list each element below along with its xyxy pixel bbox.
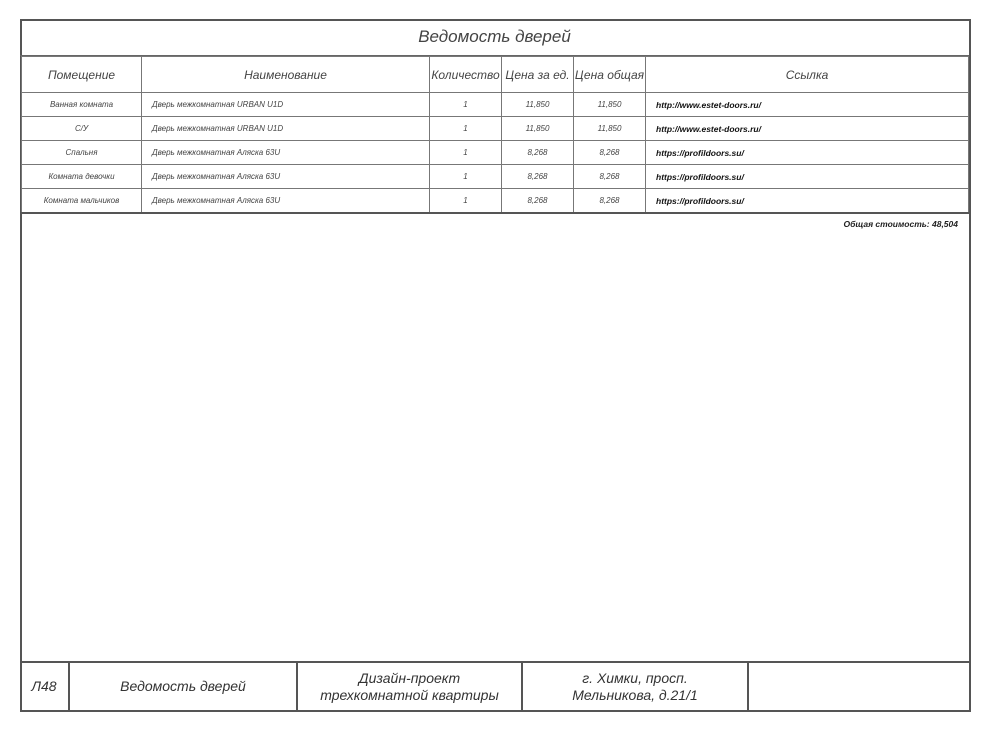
header-link: Ссылка — [645, 56, 969, 93]
header-name: Наименование — [141, 56, 430, 93]
cell-room: Комната мальчиков — [21, 188, 142, 214]
sheet-number: Л48 — [20, 663, 70, 710]
address: г. Химки, просп. Мельникова, д.21/1 — [523, 663, 749, 710]
table-row: Спальня Дверь межкомнатная Аляска 63U 1 8,2… — [21, 140, 969, 165]
sheet-title: Ведомость дверей — [70, 663, 298, 710]
header-unit-price: Цена за ед. — [501, 56, 574, 93]
cell-name: Дверь межкомнатная Аляска 63U — [141, 140, 430, 165]
cell-room: Комната девочки — [21, 164, 142, 189]
table-header: Помещение Наименование Количество Цена з… — [21, 56, 969, 93]
drawing-frame — [20, 19, 971, 712]
cell-total-price: 8,268 — [573, 164, 646, 189]
header-qty: Количество — [429, 56, 502, 93]
cell-name: Дверь межкомнатная URBAN U1D — [141, 92, 430, 117]
page-title: Ведомость дверей — [20, 19, 969, 56]
cell-qty: 1 — [429, 92, 502, 117]
project-name: Дизайн-проект трехкомнатной квартиры — [298, 663, 523, 710]
total-cost: Общая стоимость: 48,504 — [843, 219, 958, 229]
extra-cell — [749, 663, 969, 710]
table-row: Ванная комната Дверь межкомнатная URBAN U… — [21, 92, 969, 117]
cell-room: С/У — [21, 116, 142, 141]
cell-total-price: 11,850 — [573, 92, 646, 117]
cell-unit-price: 8,268 — [501, 164, 574, 189]
cell-link[interactable]: https://profildoors.su/ — [645, 140, 969, 165]
cell-name: Дверь межкомнатная URBAN U1D — [141, 116, 430, 141]
header-total-price: Цена общая — [573, 56, 646, 93]
cell-qty: 1 — [429, 164, 502, 189]
table-row: Комната мальчиков Дверь межкомнатная Аляс… — [21, 188, 969, 214]
cell-qty: 1 — [429, 116, 502, 141]
header-room: Помещение — [21, 56, 142, 93]
doors-table: Помещение Наименование Количество Цена з… — [21, 56, 969, 214]
cell-qty: 1 — [429, 140, 502, 165]
cell-total-price: 8,268 — [573, 188, 646, 214]
cell-room: Спальня — [21, 140, 142, 165]
cell-unit-price: 11,850 — [501, 92, 574, 117]
cell-total-price: 11,850 — [573, 116, 646, 141]
cell-name: Дверь межкомнатная Аляска 63U — [141, 188, 430, 214]
table-row: С/У Дверь межкомнатная URBAN U1D 1 11,850 11… — [21, 116, 969, 141]
title-block: Л48 Ведомость дверей Дизайн-проект трехк… — [20, 661, 969, 710]
cell-total-price: 8,268 — [573, 140, 646, 165]
cell-room: Ванная комната — [21, 92, 142, 117]
cell-unit-price: 8,268 — [501, 188, 574, 214]
cell-unit-price: 8,268 — [501, 140, 574, 165]
cell-link[interactable]: https://profildoors.su/ — [645, 164, 969, 189]
cell-link[interactable]: https://profildoors.su/ — [645, 188, 969, 214]
cell-unit-price: 11,850 — [501, 116, 574, 141]
cell-qty: 1 — [429, 188, 502, 214]
cell-link[interactable]: http://www.estet-doors.ru/ — [645, 92, 969, 117]
table-row: Комната девочки Дверь межкомнатная Аляска… — [21, 164, 969, 189]
cell-link[interactable]: http://www.estet-doors.ru/ — [645, 116, 969, 141]
cell-name: Дверь межкомнатная Аляска 63U — [141, 164, 430, 189]
